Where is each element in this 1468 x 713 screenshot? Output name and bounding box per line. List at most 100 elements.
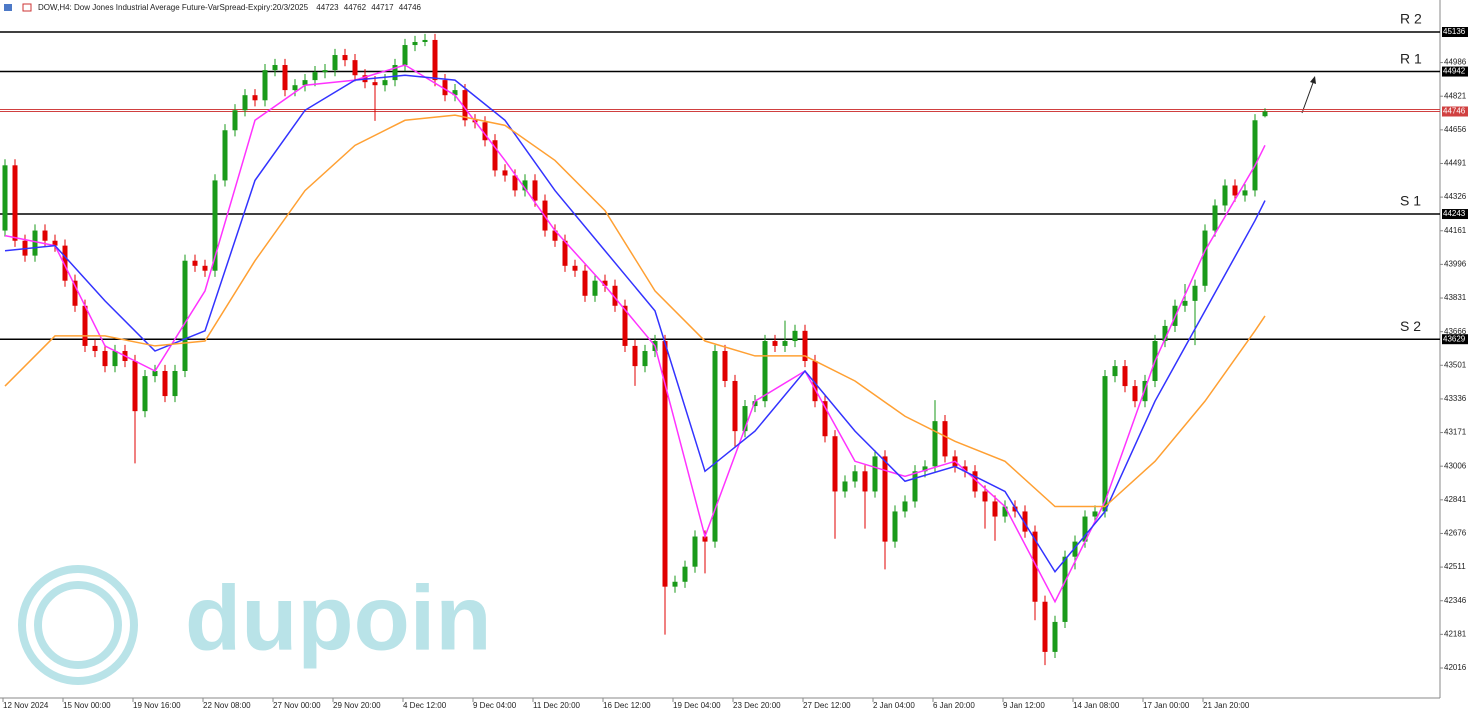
candle-body	[922, 466, 928, 472]
candle-body	[792, 330, 798, 342]
price-label-box	[1442, 209, 1468, 220]
candle-body	[1262, 111, 1268, 117]
y-tick-label: 42841	[1444, 495, 1467, 504]
candle-body	[862, 471, 868, 492]
candle-body	[622, 305, 628, 346]
candle-body	[682, 566, 688, 582]
price-label: 44746	[1443, 107, 1466, 116]
candle-body	[852, 471, 858, 482]
candle-body	[842, 481, 848, 492]
candle-body	[442, 80, 448, 96]
annotation-arrow-head	[1310, 76, 1316, 84]
annotation-arrow	[1301, 79, 1315, 114]
x-tick-label: 12 Nov 2024	[3, 701, 49, 710]
candle-body	[62, 245, 68, 281]
candle-body	[782, 341, 788, 346]
moving-average	[4, 74, 1266, 574]
candle-body	[1252, 120, 1258, 191]
candle-body	[1122, 366, 1128, 387]
candle-body	[1092, 511, 1098, 517]
candle-body	[32, 230, 38, 256]
y-tick-label: 44491	[1444, 159, 1467, 168]
candle-body	[1192, 285, 1198, 301]
candle-body	[522, 180, 528, 191]
candle-body	[92, 345, 98, 352]
candle-body	[1162, 325, 1168, 342]
candle-body	[892, 511, 898, 542]
x-tick-label: 2 Jan 04:00	[873, 701, 915, 710]
x-tick-label: 27 Nov 00:00	[273, 701, 321, 710]
candle-body	[1042, 601, 1048, 652]
candle-body	[872, 456, 878, 492]
candle-body	[232, 110, 238, 131]
candle-body	[392, 65, 398, 81]
candle-body	[182, 260, 188, 371]
candle-body	[502, 170, 508, 176]
y-tick-label: 44161	[1444, 226, 1467, 235]
y-tick-label: 44821	[1444, 91, 1467, 100]
level-name: S 2	[1400, 318, 1421, 334]
candle-body	[722, 351, 728, 381]
candle-body	[572, 265, 578, 271]
candle-body	[982, 491, 988, 502]
x-tick-label: 23 Dec 20:00	[733, 701, 781, 710]
candle-body	[1072, 541, 1078, 557]
candle-body	[272, 65, 278, 71]
candle-body	[292, 85, 298, 91]
y-tick-label: 43501	[1444, 360, 1467, 369]
y-tick-label: 42016	[1444, 663, 1467, 672]
candle-body	[372, 82, 378, 86]
candle-body	[382, 80, 388, 86]
moving-average	[4, 114, 1266, 508]
candle-body	[162, 370, 168, 397]
candle-body	[492, 140, 498, 171]
candle-body	[2, 165, 8, 231]
x-tick-label: 9 Jan 12:00	[1003, 701, 1045, 710]
candle-body	[1052, 621, 1058, 652]
x-tick-label: 9 Dec 04:00	[473, 701, 517, 710]
candle-body	[732, 380, 738, 432]
candle-body	[912, 471, 918, 502]
candle-body	[212, 180, 218, 271]
candle-body	[1182, 300, 1188, 306]
price-label: 45136	[1443, 27, 1466, 36]
candle-body	[1222, 185, 1228, 206]
candle-body	[1012, 506, 1018, 512]
candle-body	[762, 341, 768, 402]
price-label-box	[1442, 66, 1468, 77]
candle-body	[832, 436, 838, 492]
x-tick-label: 14 Jan 08:00	[1073, 701, 1120, 710]
candle-body	[1112, 366, 1118, 377]
candle-body	[592, 280, 598, 296]
x-tick-label: 15 Nov 00:00	[63, 701, 111, 710]
y-tick-label: 43996	[1444, 259, 1467, 268]
y-tick-label: 43171	[1444, 428, 1467, 437]
level-name: S 1	[1400, 193, 1421, 209]
icon	[22, 3, 32, 12]
y-tick-label: 44326	[1444, 192, 1467, 201]
candle-body	[702, 536, 708, 542]
candle-body	[882, 456, 888, 542]
watermark: dupoin	[185, 567, 492, 669]
candle-body	[352, 60, 358, 76]
y-tick-label: 43666	[1444, 327, 1467, 336]
candle-body	[242, 95, 248, 111]
candle-body	[112, 351, 118, 367]
candle-body	[462, 90, 468, 121]
candle-body	[1232, 185, 1238, 196]
candle-body	[172, 370, 178, 397]
y-tick-label: 44656	[1444, 125, 1467, 134]
candle-body	[992, 501, 998, 517]
candle-body	[52, 240, 58, 246]
x-tick-label: 21 Jan 20:00	[1203, 701, 1250, 710]
candle-body	[82, 305, 88, 346]
candle-body	[562, 240, 568, 266]
x-tick-label: 19 Nov 16:00	[133, 701, 181, 710]
x-tick-label: 27 Dec 12:00	[803, 701, 851, 710]
level-name: R 1	[1400, 50, 1422, 66]
candle-body	[532, 180, 538, 201]
candle-body	[252, 95, 258, 101]
candle-body	[602, 280, 608, 286]
candle-body	[412, 41, 418, 46]
